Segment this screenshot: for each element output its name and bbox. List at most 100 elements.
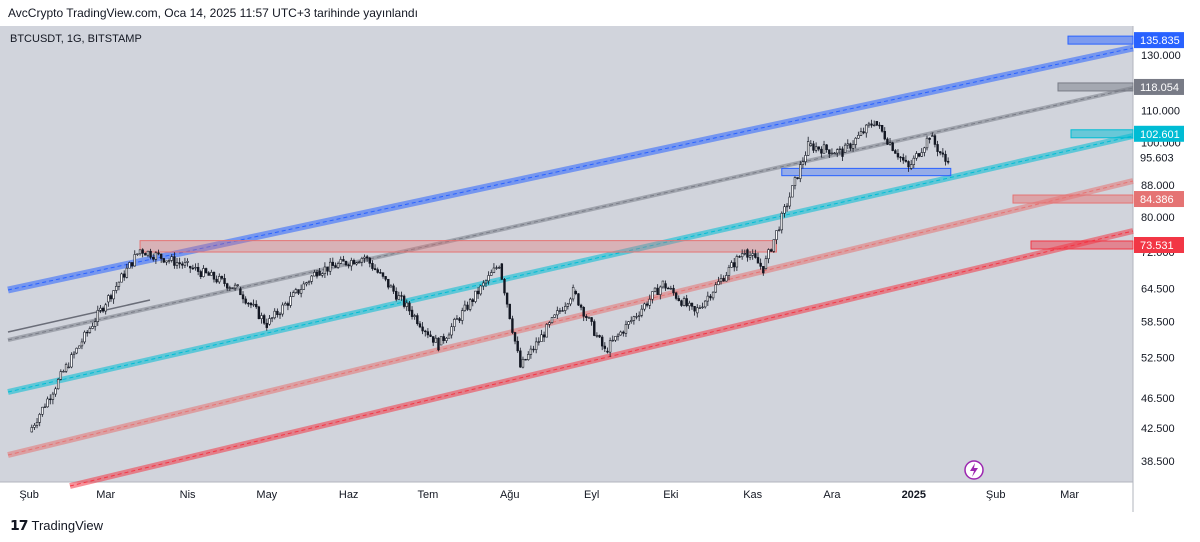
- candle: [418, 323, 422, 328]
- candle: [622, 331, 625, 334]
- symbol-label: BTCUSDT, 1G, BITSTAMP: [10, 33, 142, 45]
- candle: [453, 319, 456, 327]
- trend-line[interactable]: [7, 299, 151, 333]
- candle: [117, 281, 121, 287]
- candle: [804, 155, 807, 162]
- candle: [104, 304, 107, 312]
- price-extension[interactable]: [1012, 194, 1134, 204]
- candle: [458, 318, 461, 321]
- candle: [421, 326, 424, 332]
- candle: [80, 341, 84, 347]
- candle: [91, 326, 94, 329]
- candle: [241, 294, 245, 300]
- candle: [624, 324, 628, 334]
- price-zone[interactable]: [139, 240, 777, 253]
- candle: [38, 414, 41, 423]
- candle: [495, 267, 498, 269]
- candle: [133, 254, 136, 267]
- candle: [429, 334, 432, 337]
- candle: [780, 212, 783, 231]
- candle: [233, 284, 237, 289]
- price-tag[interactable]: [1134, 78, 1184, 95]
- price-zone[interactable]: [781, 167, 952, 177]
- y-tick-label: 46.500: [1141, 393, 1175, 405]
- price-axis[interactable]: [1133, 26, 1200, 512]
- candle: [186, 261, 189, 263]
- candle: [788, 196, 791, 207]
- price-extension[interactable]: [1067, 35, 1134, 45]
- candle: [474, 290, 477, 302]
- candle: [548, 322, 551, 325]
- channel-midline: [7, 47, 1134, 291]
- candle: [703, 300, 707, 308]
- candle: [659, 286, 662, 295]
- candle: [466, 304, 469, 310]
- candle: [872, 124, 876, 127]
- price-tag[interactable]: [1134, 191, 1184, 208]
- time-axis[interactable]: [0, 482, 1133, 512]
- candle: [717, 281, 720, 286]
- price-chart[interactable]: BTCUSDT, 1G, BITSTAMP150.000130.000110.0…: [0, 2, 1200, 512]
- candle: [273, 310, 276, 319]
- candle: [93, 321, 97, 327]
- candle: [397, 295, 401, 300]
- x-tick-label: Haz: [339, 489, 359, 501]
- candle: [157, 252, 160, 255]
- candle: [286, 303, 290, 306]
- candle: [574, 291, 577, 294]
- candle: [207, 272, 210, 276]
- candle: [730, 262, 733, 268]
- candle: [600, 336, 604, 347]
- candle: [30, 427, 33, 433]
- candle: [178, 262, 181, 265]
- price-tag[interactable]: [1134, 149, 1184, 166]
- candle: [661, 280, 665, 288]
- candle: [284, 303, 287, 306]
- candle: [748, 255, 752, 258]
- candle: [191, 267, 195, 270]
- candle: [297, 289, 300, 294]
- candle: [680, 300, 683, 306]
- candle: [334, 265, 337, 268]
- candle: [299, 289, 303, 294]
- candle: [189, 265, 192, 269]
- candle: [350, 260, 353, 267]
- lightning-icon[interactable]: [964, 460, 984, 480]
- candle: [738, 256, 741, 258]
- candle: [672, 287, 675, 294]
- candle: [33, 424, 36, 428]
- candle: [225, 283, 229, 289]
- x-tick-label: Tem: [418, 489, 439, 501]
- candle: [249, 302, 253, 306]
- chart-area[interactable]: BTCUSDT, 1G, BITSTAMP150.000130.000110.0…: [0, 2, 1200, 512]
- candle: [447, 334, 451, 339]
- candle: [709, 295, 712, 299]
- price-tag[interactable]: [1134, 32, 1184, 49]
- candle: [236, 284, 239, 286]
- candle: [611, 339, 614, 342]
- candle: [640, 308, 644, 316]
- candle: [685, 298, 688, 307]
- candle: [569, 298, 572, 305]
- price-extension[interactable]: [1030, 240, 1134, 250]
- candle: [917, 153, 921, 157]
- candle: [941, 152, 945, 155]
- price-tag[interactable]: [1134, 125, 1184, 142]
- channel-midline: [69, 230, 1134, 487]
- footer: 𝟭𝟳 TradingView: [10, 517, 103, 534]
- candle: [328, 261, 332, 272]
- price-extension[interactable]: [1070, 129, 1134, 139]
- candle: [484, 280, 488, 284]
- candle: [775, 230, 778, 240]
- candle: [537, 341, 541, 343]
- candle: [400, 295, 403, 297]
- candle: [315, 271, 319, 277]
- candle: [833, 152, 836, 155]
- candle: [783, 206, 786, 214]
- candle: [939, 151, 942, 154]
- candle: [360, 258, 364, 263]
- candle: [405, 302, 408, 307]
- price-tag[interactable]: [1134, 236, 1184, 253]
- price-extension[interactable]: [1057, 82, 1134, 92]
- candle: [690, 302, 694, 307]
